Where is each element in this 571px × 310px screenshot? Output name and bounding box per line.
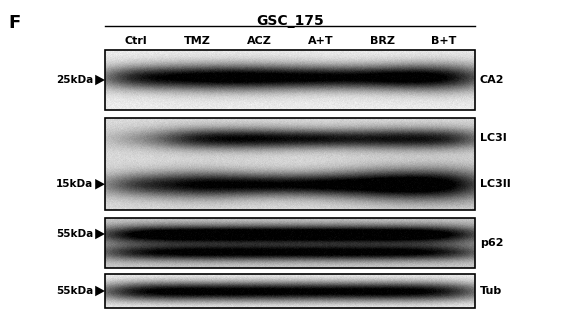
Text: p62: p62 (480, 238, 504, 248)
Text: Ctrl: Ctrl (124, 36, 147, 46)
Text: LC3II: LC3II (480, 179, 510, 189)
Text: 55kDa: 55kDa (56, 286, 93, 296)
Text: LC3I: LC3I (480, 133, 506, 143)
Text: 15kDa: 15kDa (56, 179, 93, 189)
Polygon shape (95, 179, 105, 189)
Text: 55kDa: 55kDa (56, 229, 93, 239)
Bar (105, 118, 475, 210)
Text: CA2: CA2 (480, 75, 505, 85)
Text: GSC_175: GSC_175 (256, 14, 324, 28)
Bar (105, 218, 475, 268)
Text: F: F (8, 14, 20, 32)
Text: A+T: A+T (308, 36, 333, 46)
Bar (105, 50, 475, 110)
Polygon shape (95, 75, 105, 85)
Text: Tub: Tub (480, 286, 502, 296)
Text: 25kDa: 25kDa (56, 75, 93, 85)
Text: ACZ: ACZ (247, 36, 272, 46)
Text: TMZ: TMZ (184, 36, 211, 46)
Polygon shape (95, 229, 105, 239)
Text: B+T: B+T (432, 36, 457, 46)
Bar (105, 274, 475, 308)
Polygon shape (95, 286, 105, 296)
Text: BRZ: BRZ (370, 36, 395, 46)
